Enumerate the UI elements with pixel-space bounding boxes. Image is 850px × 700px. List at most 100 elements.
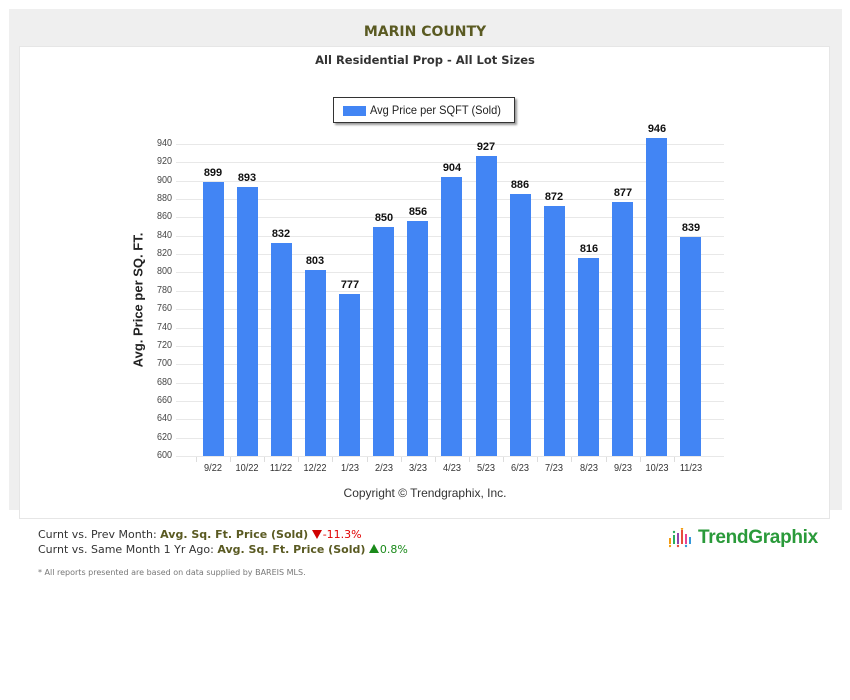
x-tick-label: 10/23 — [645, 463, 669, 474]
bar[interactable] — [476, 156, 497, 456]
x-tick-mark — [230, 457, 231, 462]
stats-row-year-ago: Curnt vs. Same Month 1 Yr Ago: Avg. Sq. … — [38, 542, 408, 557]
x-tick-mark — [367, 457, 368, 462]
y-tick-label: 780 — [156, 285, 172, 296]
bar-value-label: 927 — [476, 141, 496, 153]
y-tick-label: 600 — [156, 450, 172, 461]
bar-value-label: 893 — [237, 172, 257, 184]
footnote: * All reports presented are based on dat… — [38, 568, 306, 577]
bar[interactable] — [441, 177, 462, 456]
x-tick-label: 6/23 — [511, 463, 529, 474]
y-tick-label: 940 — [156, 138, 172, 149]
x-tick-label: 2/23 — [375, 463, 393, 474]
x-tick-mark — [674, 457, 675, 462]
bar[interactable] — [680, 237, 701, 456]
x-tick-label: 10/22 — [235, 463, 259, 474]
x-tick-mark — [469, 457, 470, 462]
y-tick-label: 620 — [156, 432, 172, 443]
bar[interactable] — [271, 243, 292, 456]
stats-prefix: Curnt vs. Same Month 1 Yr Ago: — [38, 543, 218, 556]
y-tick-label: 660 — [156, 395, 172, 406]
x-tick-label: 4/23 — [443, 463, 461, 474]
x-tick-mark — [503, 457, 504, 462]
y-tick-label: 740 — [156, 322, 172, 333]
bar-value-label: 899 — [203, 167, 223, 179]
bar[interactable] — [339, 294, 360, 456]
bar-value-label: 877 — [613, 187, 633, 199]
y-tick-label: 900 — [156, 175, 172, 186]
bar-value-label: 904 — [442, 162, 462, 174]
bar[interactable] — [305, 270, 326, 456]
x-tick-label: 5/23 — [477, 463, 495, 474]
stats-row-prev-month: Curnt vs. Prev Month: Avg. Sq. Ft. Price… — [38, 527, 408, 542]
bar[interactable] — [578, 258, 599, 456]
bar-value-label: 856 — [408, 206, 428, 218]
y-tick-label: 920 — [156, 156, 172, 167]
gridline — [176, 456, 724, 457]
county-title: MARIN COUNTY — [363, 24, 487, 40]
x-tick-label: 7/23 — [545, 463, 563, 474]
y-tick-label: 880 — [156, 193, 172, 204]
stats-summary: Curnt vs. Prev Month: Avg. Sq. Ft. Price… — [38, 527, 408, 557]
bar-value-label: 832 — [271, 228, 291, 240]
x-tick-mark — [606, 457, 607, 462]
x-tick-mark — [298, 457, 299, 462]
logo-bars-icon — [669, 528, 691, 548]
x-tick-label: 11/23 — [679, 463, 703, 474]
x-tick-label: 9/23 — [614, 463, 632, 474]
stats-prefix: Curnt vs. Prev Month: — [38, 528, 161, 541]
logo-text: TrendGraphix — [698, 527, 818, 548]
bar-value-label: 839 — [681, 222, 701, 234]
gridline — [176, 144, 724, 145]
bar-value-label: 816 — [579, 243, 599, 255]
y-tick-label: 680 — [156, 377, 172, 388]
y-tick-label: 800 — [156, 266, 172, 277]
stats-metric: Avg. Sq. Ft. Price (Sold) — [160, 528, 309, 541]
x-tick-mark — [332, 457, 333, 462]
bar[interactable] — [646, 138, 667, 456]
y-tick-label: 760 — [156, 303, 172, 314]
x-tick-mark — [640, 457, 641, 462]
bar[interactable] — [407, 221, 428, 456]
bar-value-label: 777 — [340, 279, 360, 291]
y-tick-label: 640 — [156, 413, 172, 424]
y-tick-label: 820 — [156, 248, 172, 259]
x-tick-mark — [435, 457, 436, 462]
bar[interactable] — [544, 206, 565, 456]
legend-swatch-icon — [343, 106, 366, 116]
bar[interactable] — [203, 182, 224, 456]
stats-metric: Avg. Sq. Ft. Price (Sold) — [217, 543, 366, 556]
x-tick-label: 9/22 — [204, 463, 222, 474]
bar-value-label: 803 — [305, 255, 325, 267]
x-tick-mark — [571, 457, 572, 462]
bar-value-label: 946 — [647, 123, 667, 135]
copyright-text: Copyright © Trendgraphix, Inc. — [343, 486, 507, 500]
chart-legend: Avg Price per SQFT (Sold) — [333, 97, 515, 123]
arrow-down-icon — [311, 530, 322, 539]
y-tick-label: 860 — [156, 211, 172, 222]
x-tick-label: 3/23 — [409, 463, 427, 474]
y-tick-label: 700 — [156, 358, 172, 369]
x-tick-mark — [196, 457, 197, 462]
stats-change: -11.3% — [322, 528, 362, 541]
x-tick-mark — [537, 457, 538, 462]
bar[interactable] — [237, 187, 258, 456]
bar-value-label: 850 — [374, 212, 394, 224]
y-tick-label: 720 — [156, 340, 172, 351]
bar[interactable] — [612, 202, 633, 456]
plot-area: 600 620 640 660 680 700 720 740 760 780 800 820 840 8… — [156, 123, 724, 474]
y-tick-label: 840 — [156, 230, 172, 241]
x-tick-mark — [401, 457, 402, 462]
stats-change: 0.8% — [379, 543, 408, 556]
bar-value-label: 886 — [510, 179, 530, 191]
legend-label: Avg Price per SQFT (Sold) — [370, 103, 501, 117]
x-tick-label: 1/23 — [341, 463, 359, 474]
arrow-up-icon — [368, 544, 379, 553]
bar[interactable] — [510, 194, 531, 456]
x-tick-label: 8/23 — [580, 463, 598, 474]
bar-value-label: 872 — [544, 191, 564, 203]
x-tick-mark — [264, 457, 265, 462]
x-tick-label: 12/22 — [303, 463, 327, 474]
chart-subtitle: All Residential Prop - All Lot Sizes — [315, 53, 535, 67]
bar[interactable] — [373, 227, 394, 456]
